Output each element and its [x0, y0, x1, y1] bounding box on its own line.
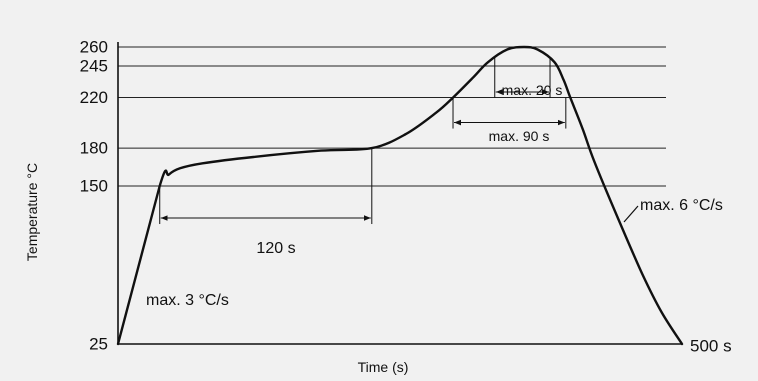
- peak-duration-label: max. 20 s: [502, 82, 563, 98]
- y-tick-label-150: 150: [80, 177, 108, 196]
- y-axis-label: Temperature °C: [24, 163, 40, 261]
- y-tick-label-25: 25: [89, 334, 108, 353]
- y-tick-label-180: 180: [80, 139, 108, 158]
- cool-down-leader-line: [623, 205, 639, 223]
- above-220-duration-label: max. 90 s: [489, 128, 550, 144]
- preheat-duration-label: 120 s: [256, 240, 295, 257]
- ramp-up-slope-label: max. 3 °C/s: [146, 292, 229, 309]
- x-end-label: 500 s: [690, 336, 732, 355]
- y-tick-label-260: 260: [80, 37, 108, 56]
- y-tick-label-245: 245: [80, 56, 108, 75]
- x-axis-label: Time (s): [358, 359, 409, 375]
- temperature-profile-line: [116, 45, 684, 346]
- cool-down-slope-label: max. 6 °C/s: [640, 197, 723, 214]
- y-tick-label-220: 220: [80, 88, 108, 107]
